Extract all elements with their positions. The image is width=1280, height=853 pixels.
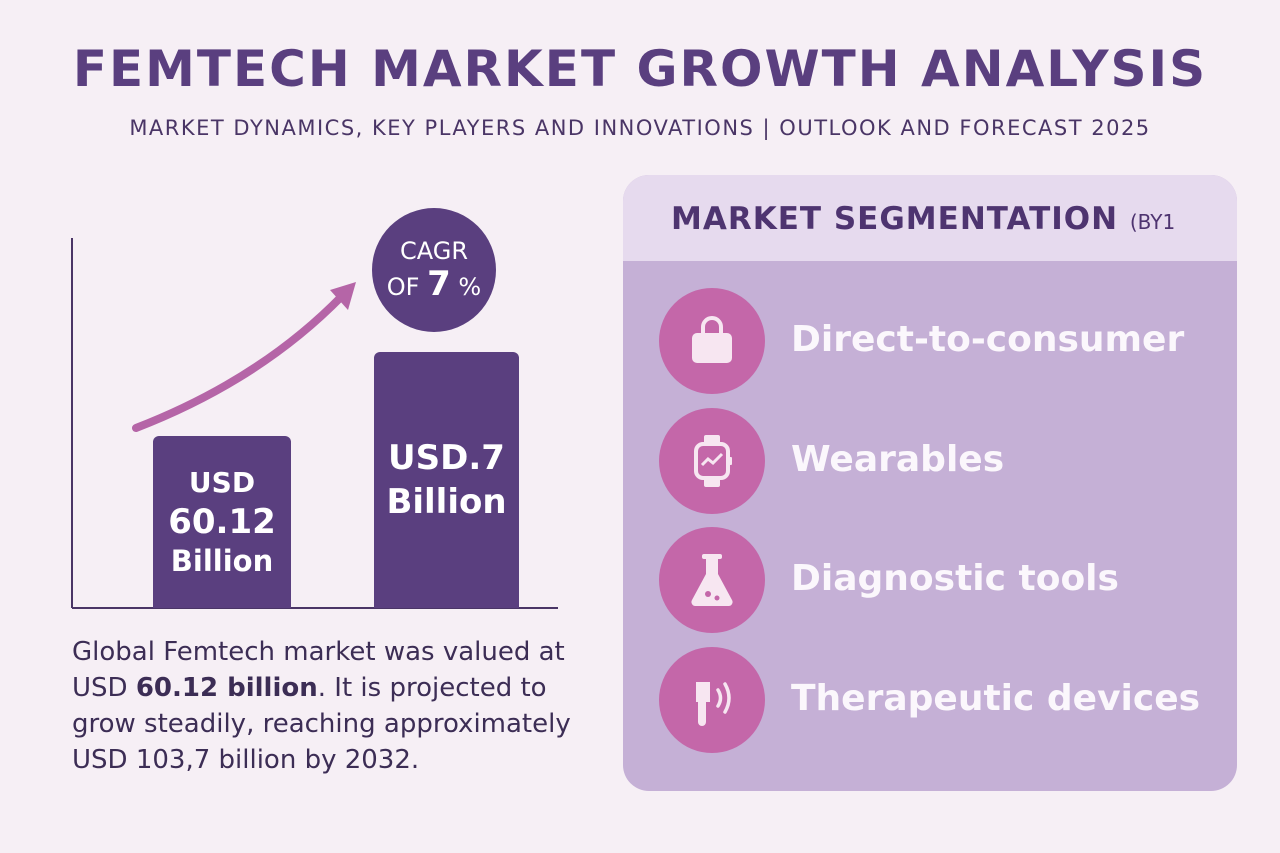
- page-subtitle: MARKET DYNAMICS, KEY PLAYERS AND INNOVAT…: [129, 116, 1151, 140]
- segment-label: Wearables: [791, 439, 1005, 480]
- description-highlight: 60.12 billion: [135, 673, 318, 703]
- bar-value: 60.12: [168, 502, 276, 542]
- growth-arrow: [132, 292, 346, 432]
- growth-chart: USD 60.12 Billion USD.7 Billion CAGR OF …: [60, 190, 580, 620]
- segment-item: Direct-to-consumer: [659, 288, 1219, 394]
- segmentation-title-suffix: (BY1: [1129, 210, 1176, 234]
- bar-2032: USD.7 Billion: [374, 352, 519, 608]
- growth-arrow-head: [330, 282, 356, 310]
- segment-item: Diagnostic tools: [659, 527, 1219, 633]
- shopping-bag-icon: [659, 288, 765, 394]
- chart-axes: [71, 238, 558, 609]
- description-part1: Global Femtech market was valued at USD: [72, 637, 565, 703]
- segment-label: Therapeutic devices: [791, 678, 1201, 719]
- segment-item: Wearables: [659, 408, 1219, 514]
- smartwatch-icon: [659, 408, 765, 514]
- cagr-prefix: OF: [386, 272, 420, 301]
- cagr-label: CAGR: [399, 236, 469, 265]
- cagr-badge: CAGR OF 7 %: [372, 208, 496, 332]
- bar-unit: Billion: [386, 482, 507, 522]
- segment-item: Therapeutic devices: [659, 647, 1219, 753]
- cagr-value: 7: [427, 263, 451, 304]
- therapy-device-icon: [659, 647, 765, 753]
- bar-label: USD: [188, 466, 256, 499]
- market-description: Global Femtech market was valued at USD …: [72, 634, 592, 778]
- bar-2024: USD 60.12 Billion: [153, 436, 291, 608]
- segment-label: Diagnostic tools: [791, 558, 1119, 599]
- description-part2: . It is projected to grow steadily, reac…: [72, 673, 571, 775]
- bar-label: USD.7: [388, 438, 505, 478]
- bar-unit: Billion: [170, 544, 274, 578]
- page-title: FEMTECH MARKET GROWTH ANALYSIS: [72, 40, 1208, 98]
- segmentation-title-text: MARKET SEGMENTATION: [671, 201, 1119, 237]
- segment-label: Direct-to-consumer: [791, 319, 1185, 360]
- cagr-unit: %: [458, 272, 482, 301]
- cagr-value-line: OF 7 %: [387, 266, 481, 305]
- segmentation-panel: MARKET SEGMENTATION (BY1 Direct-to-consu…: [623, 175, 1237, 791]
- segmentation-title: MARKET SEGMENTATION (BY1: [671, 201, 1175, 237]
- flask-icon: [659, 527, 765, 633]
- segmentation-header: MARKET SEGMENTATION (BY1: [623, 175, 1237, 261]
